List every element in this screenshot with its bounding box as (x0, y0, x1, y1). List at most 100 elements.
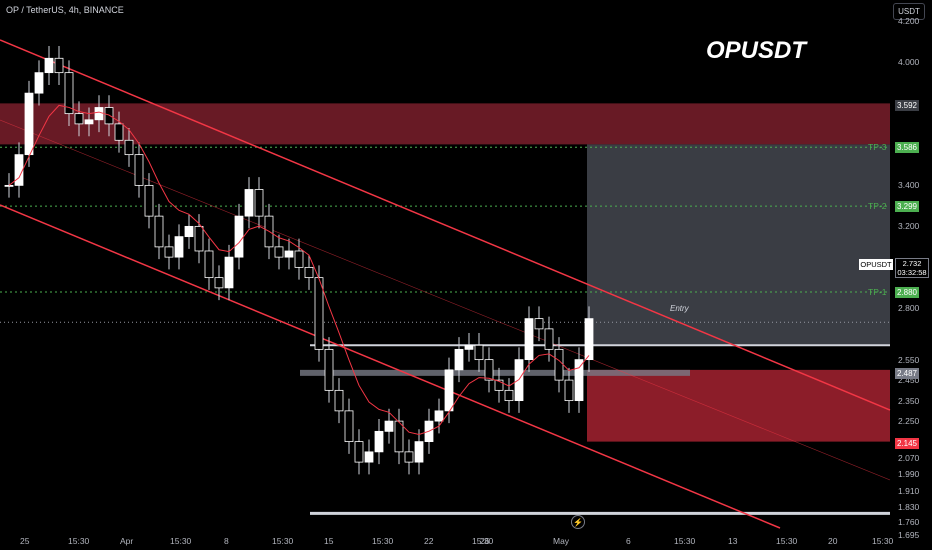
entry-label: Entry (670, 304, 689, 313)
candle (324, 348, 334, 391)
channel-mid-line (0, 119, 891, 481)
candle (4, 184, 14, 187)
candle (254, 189, 264, 217)
price-tick-label: 2.350 (898, 395, 920, 406)
candle (554, 348, 564, 381)
price-tick-label: 1.990 (898, 469, 920, 480)
candle (94, 107, 104, 121)
target-zone (587, 144, 890, 346)
time-tick-label: May (553, 536, 570, 546)
level-price-tag: 2.880 (895, 286, 919, 298)
symbol-watermark: OPUSDT (706, 37, 807, 64)
candle (374, 430, 384, 453)
candle (124, 139, 134, 156)
bar-countdown: 03:32:58 (897, 268, 927, 277)
candle (304, 266, 314, 279)
time-tick-label: 15:30 (372, 536, 394, 546)
candle (504, 389, 514, 402)
current-price-tag: 2.732 03:32:58 (895, 258, 929, 278)
candle (434, 410, 444, 422)
candle (104, 107, 114, 125)
candle (174, 236, 184, 258)
price-tick-label: 1.910 (898, 485, 920, 496)
current-price-value: 2.732 (902, 259, 922, 268)
candle (234, 215, 244, 258)
candle (134, 154, 144, 186)
candle (354, 441, 364, 463)
candle (284, 250, 294, 258)
candle (294, 250, 304, 268)
flash-icon[interactable]: ⚡ (571, 515, 585, 529)
time-tick-label: 6 (626, 536, 631, 546)
candle (224, 256, 234, 289)
time-tick-label: 13 (728, 536, 738, 546)
candle (484, 359, 494, 381)
zone-top-tag: 3.592 (895, 100, 919, 111)
time-tick-label: 15:30 (68, 536, 90, 546)
candle (24, 92, 34, 156)
time-tick-label: 8 (224, 536, 229, 546)
candle (474, 344, 484, 361)
candle (194, 225, 204, 252)
price-tick-label: 4.000 (898, 57, 920, 68)
candle (414, 441, 424, 463)
channel-upper-line (0, 39, 891, 411)
candle (64, 72, 74, 115)
candle (144, 184, 154, 217)
price-tick-label: 2.550 (898, 354, 920, 365)
time-tick-label: 20 (828, 536, 838, 546)
tp-label: TP-1 (868, 286, 887, 297)
candle (404, 451, 414, 463)
time-tick-label: 15 (324, 536, 334, 546)
currency-button[interactable]: USDT (893, 3, 925, 20)
candle (84, 119, 94, 125)
time-tick-label: 15:30 (872, 536, 894, 546)
candle (584, 318, 594, 361)
price-tick-label: 4.200 (898, 16, 920, 27)
resistance-zone (0, 103, 890, 145)
candle (344, 410, 354, 443)
candle (14, 154, 24, 186)
time-tick-label: 25 (20, 536, 30, 546)
channel-lower-line (0, 204, 781, 529)
candle (164, 246, 174, 258)
candle (44, 57, 54, 74)
time-tick-label: 15:30 (272, 536, 294, 546)
candle (274, 246, 284, 258)
level-price-tag: 2.487 (895, 367, 919, 379)
price-tick-label: 3.200 (898, 221, 920, 232)
time-tick-label: 15:30 (776, 536, 798, 546)
candle (204, 250, 214, 279)
price-tick-label: 2.450 (898, 375, 920, 386)
candle (244, 189, 254, 217)
symbol-price-label: OPUSDT (859, 259, 893, 270)
level-price-tag: 2.145 (895, 437, 919, 449)
candle (54, 57, 64, 74)
candle (574, 359, 584, 402)
ema-line (8, 104, 590, 436)
level-price-tag: 3.586 (895, 142, 919, 154)
candle (464, 344, 474, 350)
time-tick-label: 26 (480, 536, 490, 546)
candle (454, 348, 464, 371)
tp-label: TP-2 (868, 201, 887, 212)
price-tick-label: 2.800 (898, 303, 920, 314)
tp-label: TP-3 (868, 142, 887, 153)
price-tick-label: 2.070 (898, 453, 920, 463)
price-tick-label: 1.760 (898, 516, 920, 527)
entry-band (300, 369, 690, 376)
time-tick-label: 15:30 (170, 536, 192, 546)
level-price-tag: 3.299 (895, 201, 919, 213)
candle (34, 72, 44, 94)
candle (184, 225, 194, 238)
candle (214, 277, 224, 289)
candle (564, 379, 574, 402)
stop-zone (587, 369, 890, 442)
candle (334, 389, 344, 412)
candle (524, 318, 534, 361)
candle (514, 359, 524, 402)
candle (384, 420, 394, 432)
price-tick-label: 1.695 (898, 529, 920, 540)
candle (394, 420, 404, 453)
